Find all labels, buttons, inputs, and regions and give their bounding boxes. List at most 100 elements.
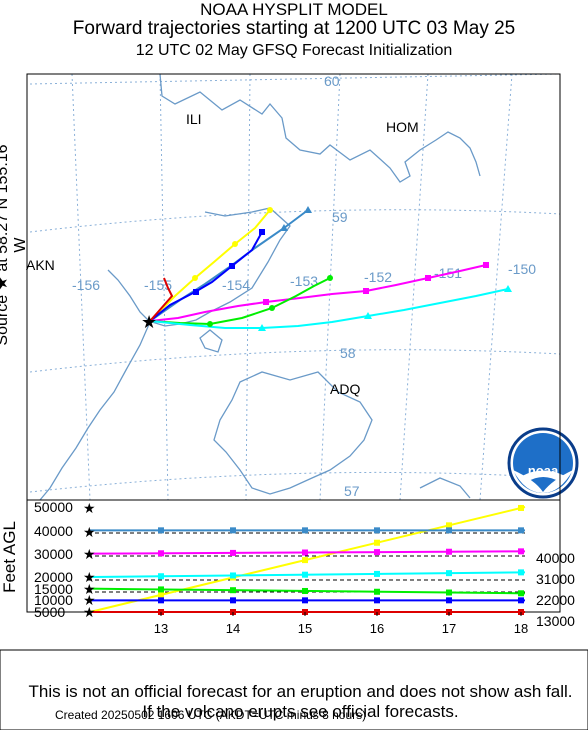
- profile-marker-2-1: [230, 597, 236, 604]
- svg-text:★: ★: [83, 569, 96, 585]
- right-label-31000: 31000: [536, 571, 575, 587]
- profile-lines: [89, 504, 526, 615]
- left-label-50000: 50000: [34, 499, 73, 515]
- lon-label-156: -156: [72, 277, 100, 293]
- trajectory-magenta: [149, 264, 487, 322]
- profile-marker-1-5: [518, 527, 524, 534]
- profile-marker-1-2: [302, 527, 308, 534]
- x-tick-16: 16: [370, 621, 384, 636]
- profile-marker-3-5: [518, 548, 524, 555]
- city-akn: AKN: [26, 257, 55, 273]
- disclaimer-box: [0, 649, 588, 730]
- profile-marker-5-4: [446, 570, 452, 577]
- svg-text:★: ★: [83, 524, 96, 540]
- city-hom: HOM: [386, 119, 419, 135]
- profile-marker-0-4: [446, 522, 452, 529]
- profile-marker-4-2: [302, 587, 308, 594]
- city-ili: ILI: [186, 111, 202, 127]
- city-adq: ADQ: [330, 381, 360, 397]
- map-markers: [192, 206, 512, 331]
- left-label-10000: 10000: [34, 592, 73, 608]
- svg-text:★: ★: [83, 604, 96, 620]
- left-label-30000: 30000: [34, 546, 73, 562]
- map-trajectories: [149, 209, 509, 329]
- profile-marker-2-3: [374, 597, 380, 604]
- noaa-logo: noaa: [507, 427, 579, 499]
- x-tick-15: 15: [298, 621, 312, 636]
- profile-marker-5-0: [158, 573, 164, 580]
- profile-marker-1-1: [230, 527, 236, 534]
- lon-label-152: -152: [364, 269, 392, 285]
- right-label-40000: 40000: [536, 550, 575, 566]
- profile-marker-3-0: [158, 550, 164, 557]
- profile-marker-3-1: [230, 549, 236, 556]
- coastline: [39, 73, 481, 501]
- profile-marker-0-5: [518, 504, 524, 511]
- profile-marker-5-3: [374, 570, 380, 577]
- profile-marker-3-2: [302, 549, 308, 556]
- lon-label-150: -150: [508, 261, 536, 277]
- svg-text:★: ★: [83, 581, 96, 597]
- profile-marker-3-3: [374, 549, 380, 556]
- profile-marker-2-5: [518, 597, 524, 604]
- map-grid: [29, 73, 561, 501]
- profile-marker-2-4: [446, 597, 452, 604]
- left-label-15000: 15000: [34, 581, 73, 597]
- left-height-labels: 50000 40000 30000 20000 15000 10000 5000: [34, 499, 73, 620]
- profile-marker-5-1: [230, 572, 236, 579]
- lon-label-153: -153: [290, 273, 318, 289]
- x-tick-13: 13: [154, 621, 168, 636]
- profile-marker-0-0: [158, 591, 164, 598]
- trajectory-blue: [149, 231, 263, 322]
- source-star: ★: [141, 312, 157, 332]
- trajectory-red: [149, 277, 174, 322]
- left-label-40000: 40000: [34, 523, 73, 539]
- profile-marker-4-4: [446, 589, 452, 596]
- trajectory-green: [149, 277, 331, 326]
- svg-text:★: ★: [83, 500, 96, 516]
- left-label-20000: 20000: [34, 569, 73, 585]
- trajectory-cyan: [149, 288, 509, 329]
- profile-marker-1-3: [374, 527, 380, 534]
- x-tick-18: 18: [514, 621, 528, 636]
- x-tick-17: 17: [442, 621, 456, 636]
- profile-marker-4-3: [374, 588, 380, 595]
- left-label-5000: 5000: [34, 604, 65, 620]
- created-footer: Created 20250502 1606 UTC (AKDT=UTC minu…: [55, 708, 367, 722]
- profile-panel: 50000 40000 30000 20000 15000 10000 5000…: [26, 499, 575, 636]
- lon-label-155: -155: [144, 277, 172, 293]
- profile-marker-5-2: [302, 571, 308, 578]
- svg-text:★: ★: [83, 592, 96, 608]
- profile-marker-2-2: [302, 597, 308, 604]
- lat-label-58: 58: [340, 345, 356, 361]
- right-height-labels: 40000 31000 22000 13000: [536, 550, 575, 629]
- profile-marker-5-5: [518, 569, 524, 576]
- profile-marker-1-0: [158, 527, 164, 534]
- noaa-logo-text: noaa: [528, 463, 559, 478]
- map-panel: ILI HOM AKN ADQ -156 -155 -154 -153 -152…: [26, 73, 579, 501]
- profile-marker-4-5: [518, 590, 524, 597]
- profile-marker-1-4: [446, 527, 452, 534]
- x-axis-labels: 13 14 15 16 17 18: [154, 621, 528, 636]
- lat-label-57: 57: [344, 483, 360, 499]
- lat-label-60: 60: [324, 73, 340, 89]
- profile-marker-2-0: [158, 597, 164, 604]
- right-label-22000: 22000: [536, 592, 575, 608]
- lat-label-59: 59: [332, 209, 348, 225]
- profile-marker-3-4: [446, 548, 452, 555]
- title-line-2: Forward trajectories starting at 1200 UT…: [72, 18, 516, 39]
- profile-marker-0-3: [374, 539, 380, 546]
- disclaimer-text: This is not an official forecast for an …: [28, 682, 573, 721]
- profile-marker-0-2: [302, 557, 308, 564]
- title-line-3: 12 UTC 02 May GFSQ Forecast Initializati…: [135, 42, 453, 59]
- right-label-13000: 13000: [536, 613, 575, 629]
- svg-text:★: ★: [83, 546, 96, 562]
- profile-marker-4-1: [230, 587, 236, 594]
- x-axis-ticks: [160, 612, 522, 616]
- x-tick-14: 14: [226, 621, 240, 636]
- trajectory-yellow: [149, 209, 271, 322]
- profile-marker-4-0: [158, 586, 164, 593]
- title-line-1: NOAA HYSPLIT MODEL: [200, 0, 388, 19]
- source-stars: ★★★ ★★★★: [83, 500, 96, 620]
